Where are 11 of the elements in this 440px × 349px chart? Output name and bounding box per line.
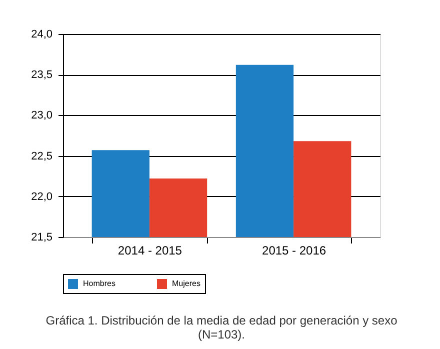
y-tick-label: 23,0 (31, 110, 52, 122)
y-tick-label: 22,0 (31, 190, 52, 203)
y-tick-label: 23,5 (31, 69, 52, 82)
y-tick-label: 22,5 (31, 150, 52, 162)
x-tick-label: 2015 - 2016 (262, 244, 326, 258)
legend-label: Mujeres (172, 279, 200, 288)
x-tick-label: 2014 - 2015 (118, 244, 182, 258)
y-tick-label: 24,0 (31, 28, 52, 40)
text: Gráfica 1. Distribución de la media de edad por generación y sexo (N=103). (46, 314, 398, 342)
y-tick-label: 21,5 (31, 232, 52, 244)
legend-label: Hombres (83, 279, 116, 288)
